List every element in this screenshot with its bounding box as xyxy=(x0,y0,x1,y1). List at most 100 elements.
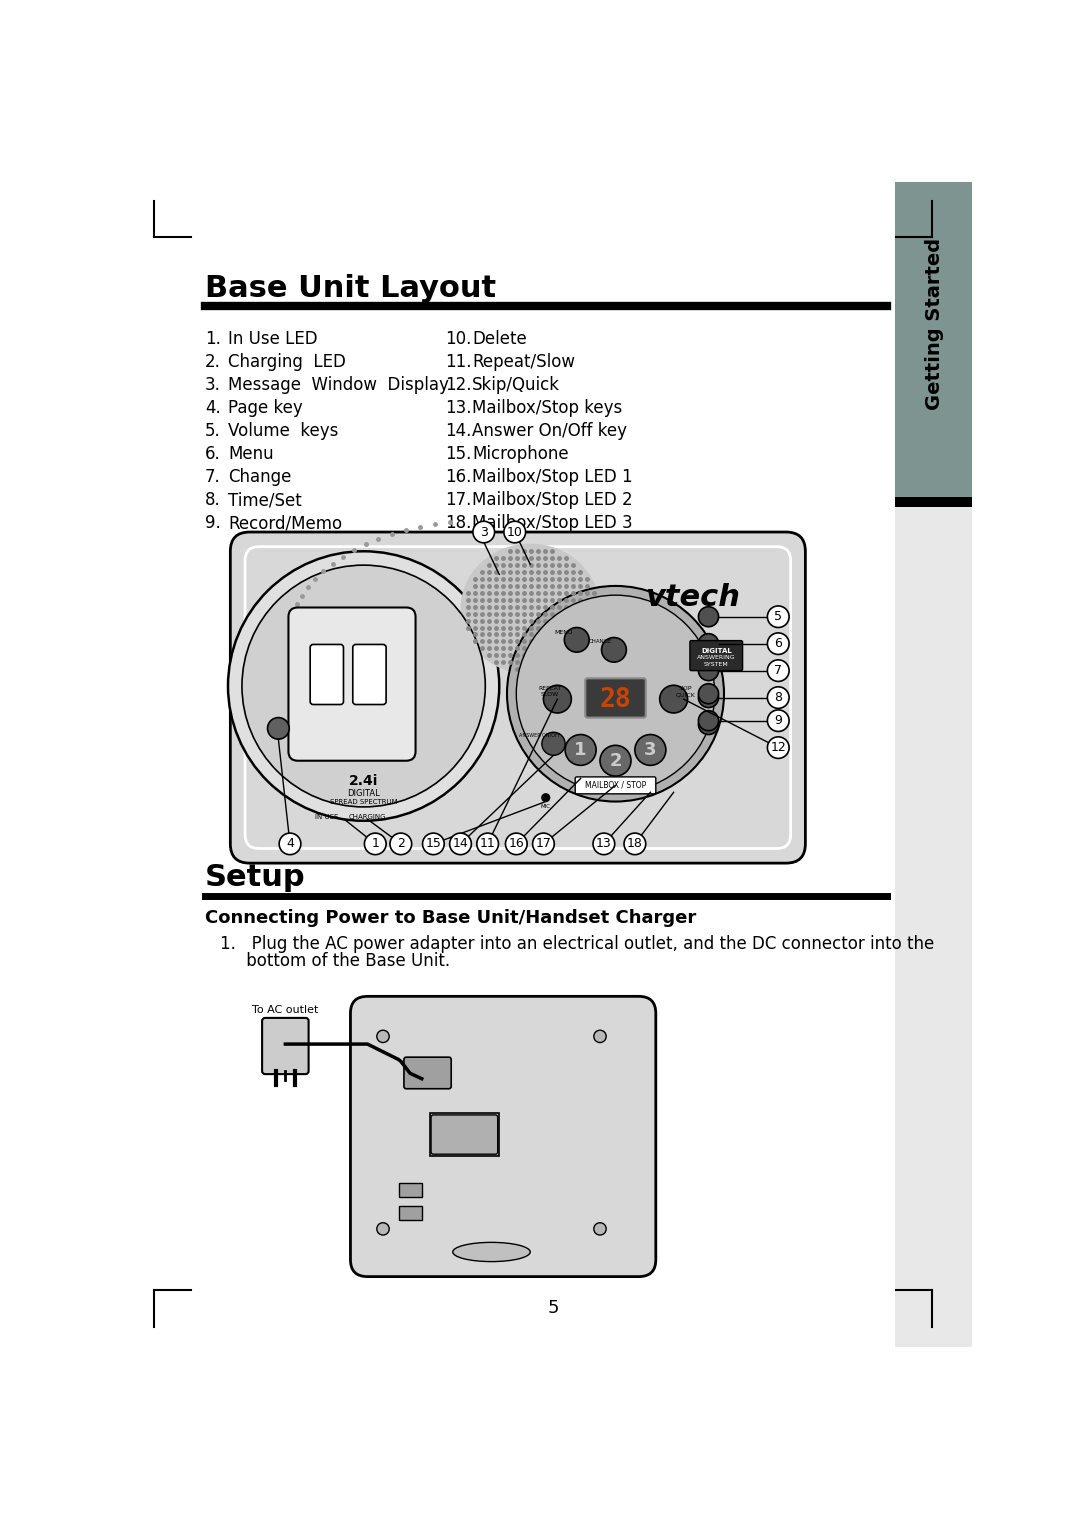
FancyBboxPatch shape xyxy=(690,640,743,671)
FancyBboxPatch shape xyxy=(585,678,646,718)
Text: Getting Started: Getting Started xyxy=(926,238,944,410)
Bar xyxy=(399,1205,422,1220)
Text: 28: 28 xyxy=(599,687,632,713)
Text: DIGITAL: DIGITAL xyxy=(348,789,380,798)
Text: 7: 7 xyxy=(774,665,782,677)
Text: SKIP: SKIP xyxy=(678,686,692,690)
Text: Mailbox/Stop LED 1: Mailbox/Stop LED 1 xyxy=(472,468,633,486)
Text: Page key: Page key xyxy=(228,398,302,416)
Circle shape xyxy=(390,833,411,855)
Circle shape xyxy=(377,1223,389,1235)
Text: CHARGING: CHARGING xyxy=(349,815,387,821)
Text: bottom of the Base Unit.: bottom of the Base Unit. xyxy=(220,952,450,969)
Text: 3.: 3. xyxy=(205,375,220,394)
Bar xyxy=(894,507,972,1347)
Text: 17: 17 xyxy=(536,837,552,851)
Text: 13: 13 xyxy=(596,837,611,851)
Circle shape xyxy=(476,833,499,855)
Text: 4: 4 xyxy=(286,837,294,851)
Circle shape xyxy=(600,745,631,777)
Text: 1: 1 xyxy=(372,837,379,851)
Circle shape xyxy=(228,551,499,821)
Text: Delete: Delete xyxy=(472,330,527,348)
Text: Microphone: Microphone xyxy=(472,445,569,463)
Text: 11: 11 xyxy=(480,837,496,851)
Text: ANSWER ON/OFF: ANSWER ON/OFF xyxy=(518,733,561,737)
Text: 15.: 15. xyxy=(445,445,471,463)
Circle shape xyxy=(768,633,789,654)
Text: Skip/Quick: Skip/Quick xyxy=(472,375,561,394)
Text: 15: 15 xyxy=(426,837,442,851)
Text: 12.: 12. xyxy=(445,375,472,394)
Circle shape xyxy=(507,586,724,801)
Circle shape xyxy=(516,595,715,792)
Circle shape xyxy=(699,710,718,731)
Circle shape xyxy=(542,793,550,801)
Bar xyxy=(894,498,972,507)
Text: Connecting Power to Base Unit/Handset Charger: Connecting Power to Base Unit/Handset Ch… xyxy=(205,908,696,927)
Text: Volume  keys: Volume keys xyxy=(228,422,338,441)
Text: 11.: 11. xyxy=(445,353,472,371)
Text: 2.: 2. xyxy=(205,353,220,371)
Circle shape xyxy=(602,637,626,662)
Circle shape xyxy=(377,1030,389,1043)
FancyBboxPatch shape xyxy=(230,531,806,863)
Bar xyxy=(894,182,972,498)
Circle shape xyxy=(699,607,718,627)
Circle shape xyxy=(768,660,789,681)
Text: 4.: 4. xyxy=(205,398,220,416)
Text: Time/Set: Time/Set xyxy=(228,491,301,509)
Circle shape xyxy=(768,687,789,709)
Text: 2: 2 xyxy=(396,837,405,851)
Circle shape xyxy=(768,737,789,759)
Text: Mailbox/Stop keys: Mailbox/Stop keys xyxy=(472,398,622,416)
Circle shape xyxy=(532,833,554,855)
Text: 14.: 14. xyxy=(445,422,471,441)
Circle shape xyxy=(699,684,718,704)
Text: Mailbox/Stop LED 3: Mailbox/Stop LED 3 xyxy=(472,515,633,533)
Text: 14: 14 xyxy=(453,837,469,851)
Bar xyxy=(399,1182,422,1196)
FancyBboxPatch shape xyxy=(350,996,656,1276)
Text: SYSTEM: SYSTEM xyxy=(704,662,729,668)
Circle shape xyxy=(593,833,615,855)
Circle shape xyxy=(242,565,485,807)
FancyBboxPatch shape xyxy=(262,1017,309,1073)
Text: 5: 5 xyxy=(548,1299,559,1317)
Text: 10.: 10. xyxy=(445,330,471,348)
Circle shape xyxy=(422,833,444,855)
Text: Answer On/Off key: Answer On/Off key xyxy=(472,422,627,441)
Text: 1: 1 xyxy=(575,740,586,759)
Text: 1.   Plug the AC power adapter into an electrical outlet, and the DC connector i: 1. Plug the AC power adapter into an ele… xyxy=(220,934,934,952)
Text: MENU: MENU xyxy=(554,630,572,634)
Circle shape xyxy=(699,634,718,654)
Text: 17.: 17. xyxy=(445,491,471,509)
Circle shape xyxy=(699,715,718,734)
Text: 18: 18 xyxy=(626,837,643,851)
Circle shape xyxy=(449,833,471,855)
Text: Setup: Setup xyxy=(205,863,306,892)
Circle shape xyxy=(364,833,387,855)
Circle shape xyxy=(768,606,789,627)
Text: Repeat/Slow: Repeat/Slow xyxy=(472,353,576,371)
FancyBboxPatch shape xyxy=(310,645,343,704)
Text: MAILBOX / STOP: MAILBOX / STOP xyxy=(585,781,646,790)
Text: vtech: vtech xyxy=(646,583,741,612)
Text: SLOW: SLOW xyxy=(540,692,558,696)
Text: SPREAD SPECTRUM: SPREAD SPECTRUM xyxy=(329,799,397,805)
Ellipse shape xyxy=(453,1243,530,1261)
Text: 5: 5 xyxy=(774,610,782,624)
Text: 8.: 8. xyxy=(205,491,220,509)
Text: 16.: 16. xyxy=(445,468,471,486)
FancyBboxPatch shape xyxy=(576,777,656,793)
Circle shape xyxy=(635,734,666,766)
Text: 5.: 5. xyxy=(205,422,220,441)
Text: Charging  LED: Charging LED xyxy=(228,353,346,371)
Circle shape xyxy=(504,521,526,544)
Text: 10: 10 xyxy=(507,525,523,539)
Text: 8: 8 xyxy=(774,690,782,704)
Text: 16: 16 xyxy=(509,837,524,851)
Text: Mailbox/Stop LED 2: Mailbox/Stop LED 2 xyxy=(472,491,633,509)
Text: Base Unit Layout: Base Unit Layout xyxy=(205,274,496,303)
Circle shape xyxy=(768,710,789,731)
